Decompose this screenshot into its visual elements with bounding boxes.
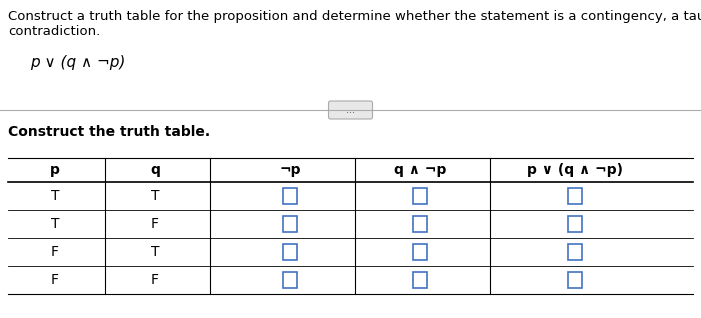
- Bar: [413, 244, 427, 260]
- Text: ¬p: ¬p: [279, 163, 301, 177]
- Bar: [568, 216, 582, 232]
- Text: Construct a truth table for the proposition and determine whether the statement : Construct a truth table for the proposit…: [8, 10, 701, 38]
- Text: T: T: [151, 245, 159, 259]
- Text: T: T: [50, 217, 60, 231]
- Bar: [568, 188, 582, 204]
- Text: ...: ...: [346, 105, 355, 115]
- Bar: [413, 272, 427, 288]
- Text: F: F: [151, 217, 159, 231]
- Bar: [283, 216, 297, 232]
- Text: q ∧ ¬p: q ∧ ¬p: [394, 163, 447, 177]
- Text: T: T: [151, 189, 159, 203]
- Text: p ∨ (q ∧ ¬p): p ∨ (q ∧ ¬p): [30, 55, 125, 70]
- Text: p ∨ (q ∧ ¬p): p ∨ (q ∧ ¬p): [527, 163, 623, 177]
- Text: F: F: [51, 245, 59, 259]
- Bar: [283, 244, 297, 260]
- Text: p: p: [50, 163, 60, 177]
- Text: q: q: [150, 163, 160, 177]
- Bar: [568, 244, 582, 260]
- Text: Construct the truth table.: Construct the truth table.: [8, 125, 210, 139]
- Bar: [568, 272, 582, 288]
- Bar: [413, 216, 427, 232]
- Text: T: T: [50, 189, 60, 203]
- Bar: [283, 188, 297, 204]
- Bar: [413, 188, 427, 204]
- Text: F: F: [151, 273, 159, 287]
- Bar: [283, 272, 297, 288]
- FancyBboxPatch shape: [329, 101, 372, 119]
- Text: F: F: [51, 273, 59, 287]
